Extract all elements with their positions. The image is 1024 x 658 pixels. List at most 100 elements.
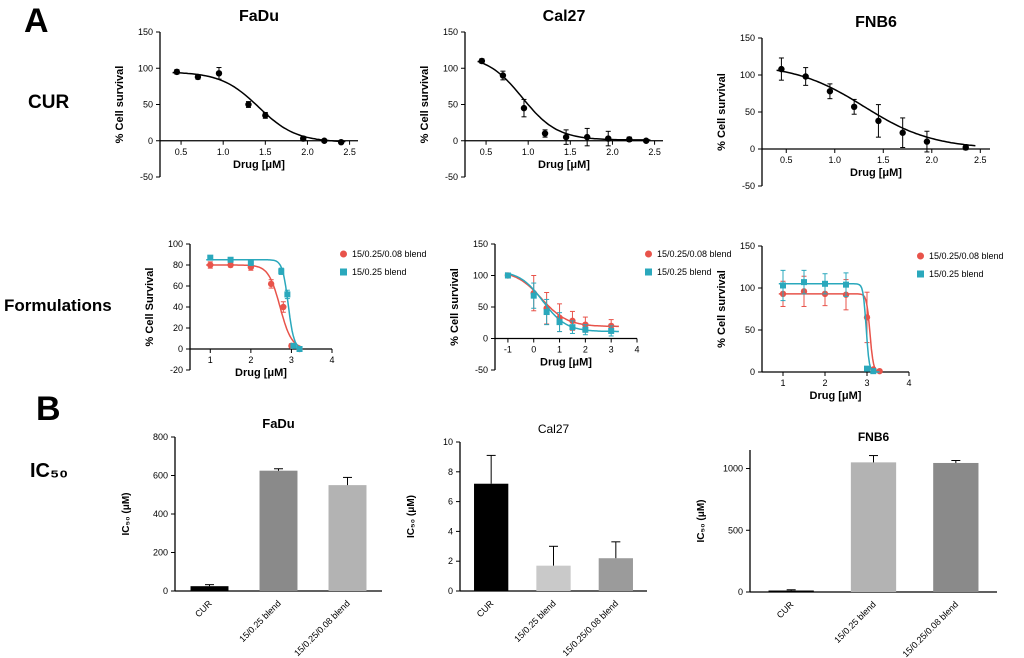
chart-title: FaDu (239, 8, 279, 25)
x-tick-label: 1 (557, 345, 562, 355)
legend-marker-square (917, 270, 924, 278)
y-tick-label: 100 (443, 63, 458, 73)
y-tick-label: 100 (740, 70, 755, 80)
data-point (583, 133, 591, 141)
chart-svg-cur-fadu: -50 0 50 100 150 0.5 1.0 1.5 2.0 2.5 Drug [μM] % Ce… (114, 8, 358, 182)
x-tick-label: 2.0 (301, 147, 314, 157)
data-point (642, 137, 650, 144)
bar (598, 558, 633, 591)
y-tick-label: -20 (170, 365, 183, 375)
data-point (337, 139, 345, 146)
bar (190, 586, 229, 591)
y-tick-label: 0 (483, 334, 488, 344)
data-point (499, 72, 507, 79)
y-tick-label: 150 (740, 241, 755, 251)
chart-formulations-fnb6: 0 50 100 150 1 2 3 4 Drug [μM] % Cell survival 15/… (712, 230, 1017, 408)
data-point (556, 319, 563, 326)
x-axis-label: Drug [μM] (233, 159, 285, 171)
y-tick-label: 100 (168, 239, 183, 249)
x-axis-label: Drug [μM] (538, 159, 590, 171)
data-point (870, 368, 877, 375)
chart-formulations-cal27: -50 0 50 100 150 -1 0 1 2 3 4 Drug [μM] % Cell survi… (445, 228, 745, 406)
y-tick-label: 800 (153, 432, 168, 442)
y-tick-label: -50 (475, 365, 488, 375)
data-point (899, 129, 906, 136)
x-tick-label: 0.5 (175, 147, 188, 157)
x-tick-label: 1.5 (564, 147, 577, 157)
legend-label: 15/0.25/0.08 blend (352, 249, 427, 259)
y-tick-label: 0 (148, 136, 153, 146)
x-tick-label: 2.0 (926, 155, 939, 165)
fit-curve (778, 283, 880, 373)
bar (850, 462, 897, 592)
fit-curve (172, 71, 346, 143)
chart-svg-form-fadu: -20 0 20 40 60 80 100 1 2 3 4 Drug [μM] % Cell Survi… (144, 239, 427, 379)
y-axis-label: IC₅₀ (μM) (121, 493, 132, 536)
bar (259, 470, 298, 591)
data-point (822, 280, 828, 287)
x-axis-label: Drug [μM] (235, 367, 287, 379)
y-tick-label: 150 (138, 27, 153, 37)
x-tick-label: 3 (609, 345, 614, 355)
y-tick-label: 2 (448, 556, 453, 566)
chart-formulations-fadu: -20 0 20 40 60 80 100 1 2 3 4 Drug [μM] % Cell Survi… (140, 228, 440, 406)
x-category-label: 15/0.25/0.08 blend (292, 598, 352, 658)
data-point (875, 117, 882, 125)
data-point (562, 133, 570, 141)
x-tick-label: 1.0 (829, 155, 842, 165)
fit-curve (778, 293, 882, 373)
chart-svg-cur-fnb6: -50 0 50 100 150 0.5 1.0 1.5 2.0 2.5 Drug [μM] % Ce… (716, 14, 990, 191)
data-point (284, 291, 291, 298)
chart-ic50-fnb6: 0 500 1000 CUR 15/0.25 blend 15/0.25/0.08 ble… (690, 428, 1015, 658)
data-point (245, 101, 252, 108)
row-label-formulations: Formulations (4, 296, 112, 315)
data-point (215, 70, 223, 77)
y-tick-label: 0 (738, 587, 743, 597)
chart-legend: 15/0.25/0.08 blend 15/0.25 blend (645, 249, 732, 277)
data-point (280, 303, 287, 311)
y-axis-label: % Cell Survival (144, 268, 156, 347)
y-tick-label: 0 (448, 586, 453, 596)
chart-title: FaDu (262, 416, 295, 431)
x-tick-label: 1 (780, 378, 785, 388)
x-tick-label: 1.5 (259, 147, 272, 157)
chart-ic50-cal27: 0 2 4 6 8 10 CUR 15/0.25 blend 15/0.25/0.08 blen… (400, 420, 665, 658)
fit-curve (206, 264, 302, 348)
y-axis-label: % Cell survival (419, 66, 431, 144)
data-point (290, 342, 297, 349)
y-tick-label: 20 (173, 323, 183, 333)
x-axis-label: Drug [μM] (810, 390, 862, 402)
data-point (876, 367, 883, 375)
chart-svg-ic50-fadu: 0 200 400 600 800 CUR 15/0.25 blend 15/0.25/0.0… (121, 416, 382, 658)
x-tick-label: 2.0 (606, 147, 619, 157)
y-tick-label: -50 (140, 172, 153, 182)
data-point (962, 144, 969, 151)
x-tick-label: 0.5 (780, 155, 793, 165)
chart-cur-fadu: -50 0 50 100 150 0.5 1.0 1.5 2.0 2.5 Drug [μM] % Ce… (110, 8, 370, 213)
legend-label: 15/0.25/0.08 blend (657, 249, 732, 259)
data-point (864, 365, 870, 372)
chart-ic50-fadu: 0 200 400 600 800 CUR 15/0.25 blend 15/0.25/0.0… (115, 415, 400, 658)
x-tick-label: 1 (208, 355, 213, 365)
chart-svg-form-fnb6: 0 50 100 150 1 2 3 4 Drug [μM] % Cell survival 15/… (716, 241, 1004, 402)
data-point (923, 138, 931, 145)
data-point (802, 73, 809, 80)
y-tick-label: 50 (745, 107, 755, 117)
y-tick-label: 500 (728, 525, 743, 535)
data-point (262, 112, 269, 119)
bar (933, 462, 979, 592)
x-axis-label: Drug [μM] (540, 357, 592, 369)
y-tick-label: 150 (473, 239, 488, 249)
y-tick-label: 0 (750, 367, 755, 377)
x-category-label: CUR (475, 598, 496, 619)
x-tick-label: 1.5 (877, 155, 890, 165)
data-point (207, 261, 214, 269)
y-tick-label: 0 (453, 136, 458, 146)
y-tick-label: -50 (445, 172, 458, 182)
data-point (608, 327, 615, 334)
data-point (541, 130, 549, 137)
y-tick-label: 50 (478, 302, 488, 312)
chart-cur-cal27: -50 0 50 100 150 0.5 1.0 1.5 2.0 2.5 Drug [μM] % Ce… (415, 8, 675, 213)
y-tick-label: 200 (153, 548, 168, 558)
data-point (582, 326, 589, 333)
